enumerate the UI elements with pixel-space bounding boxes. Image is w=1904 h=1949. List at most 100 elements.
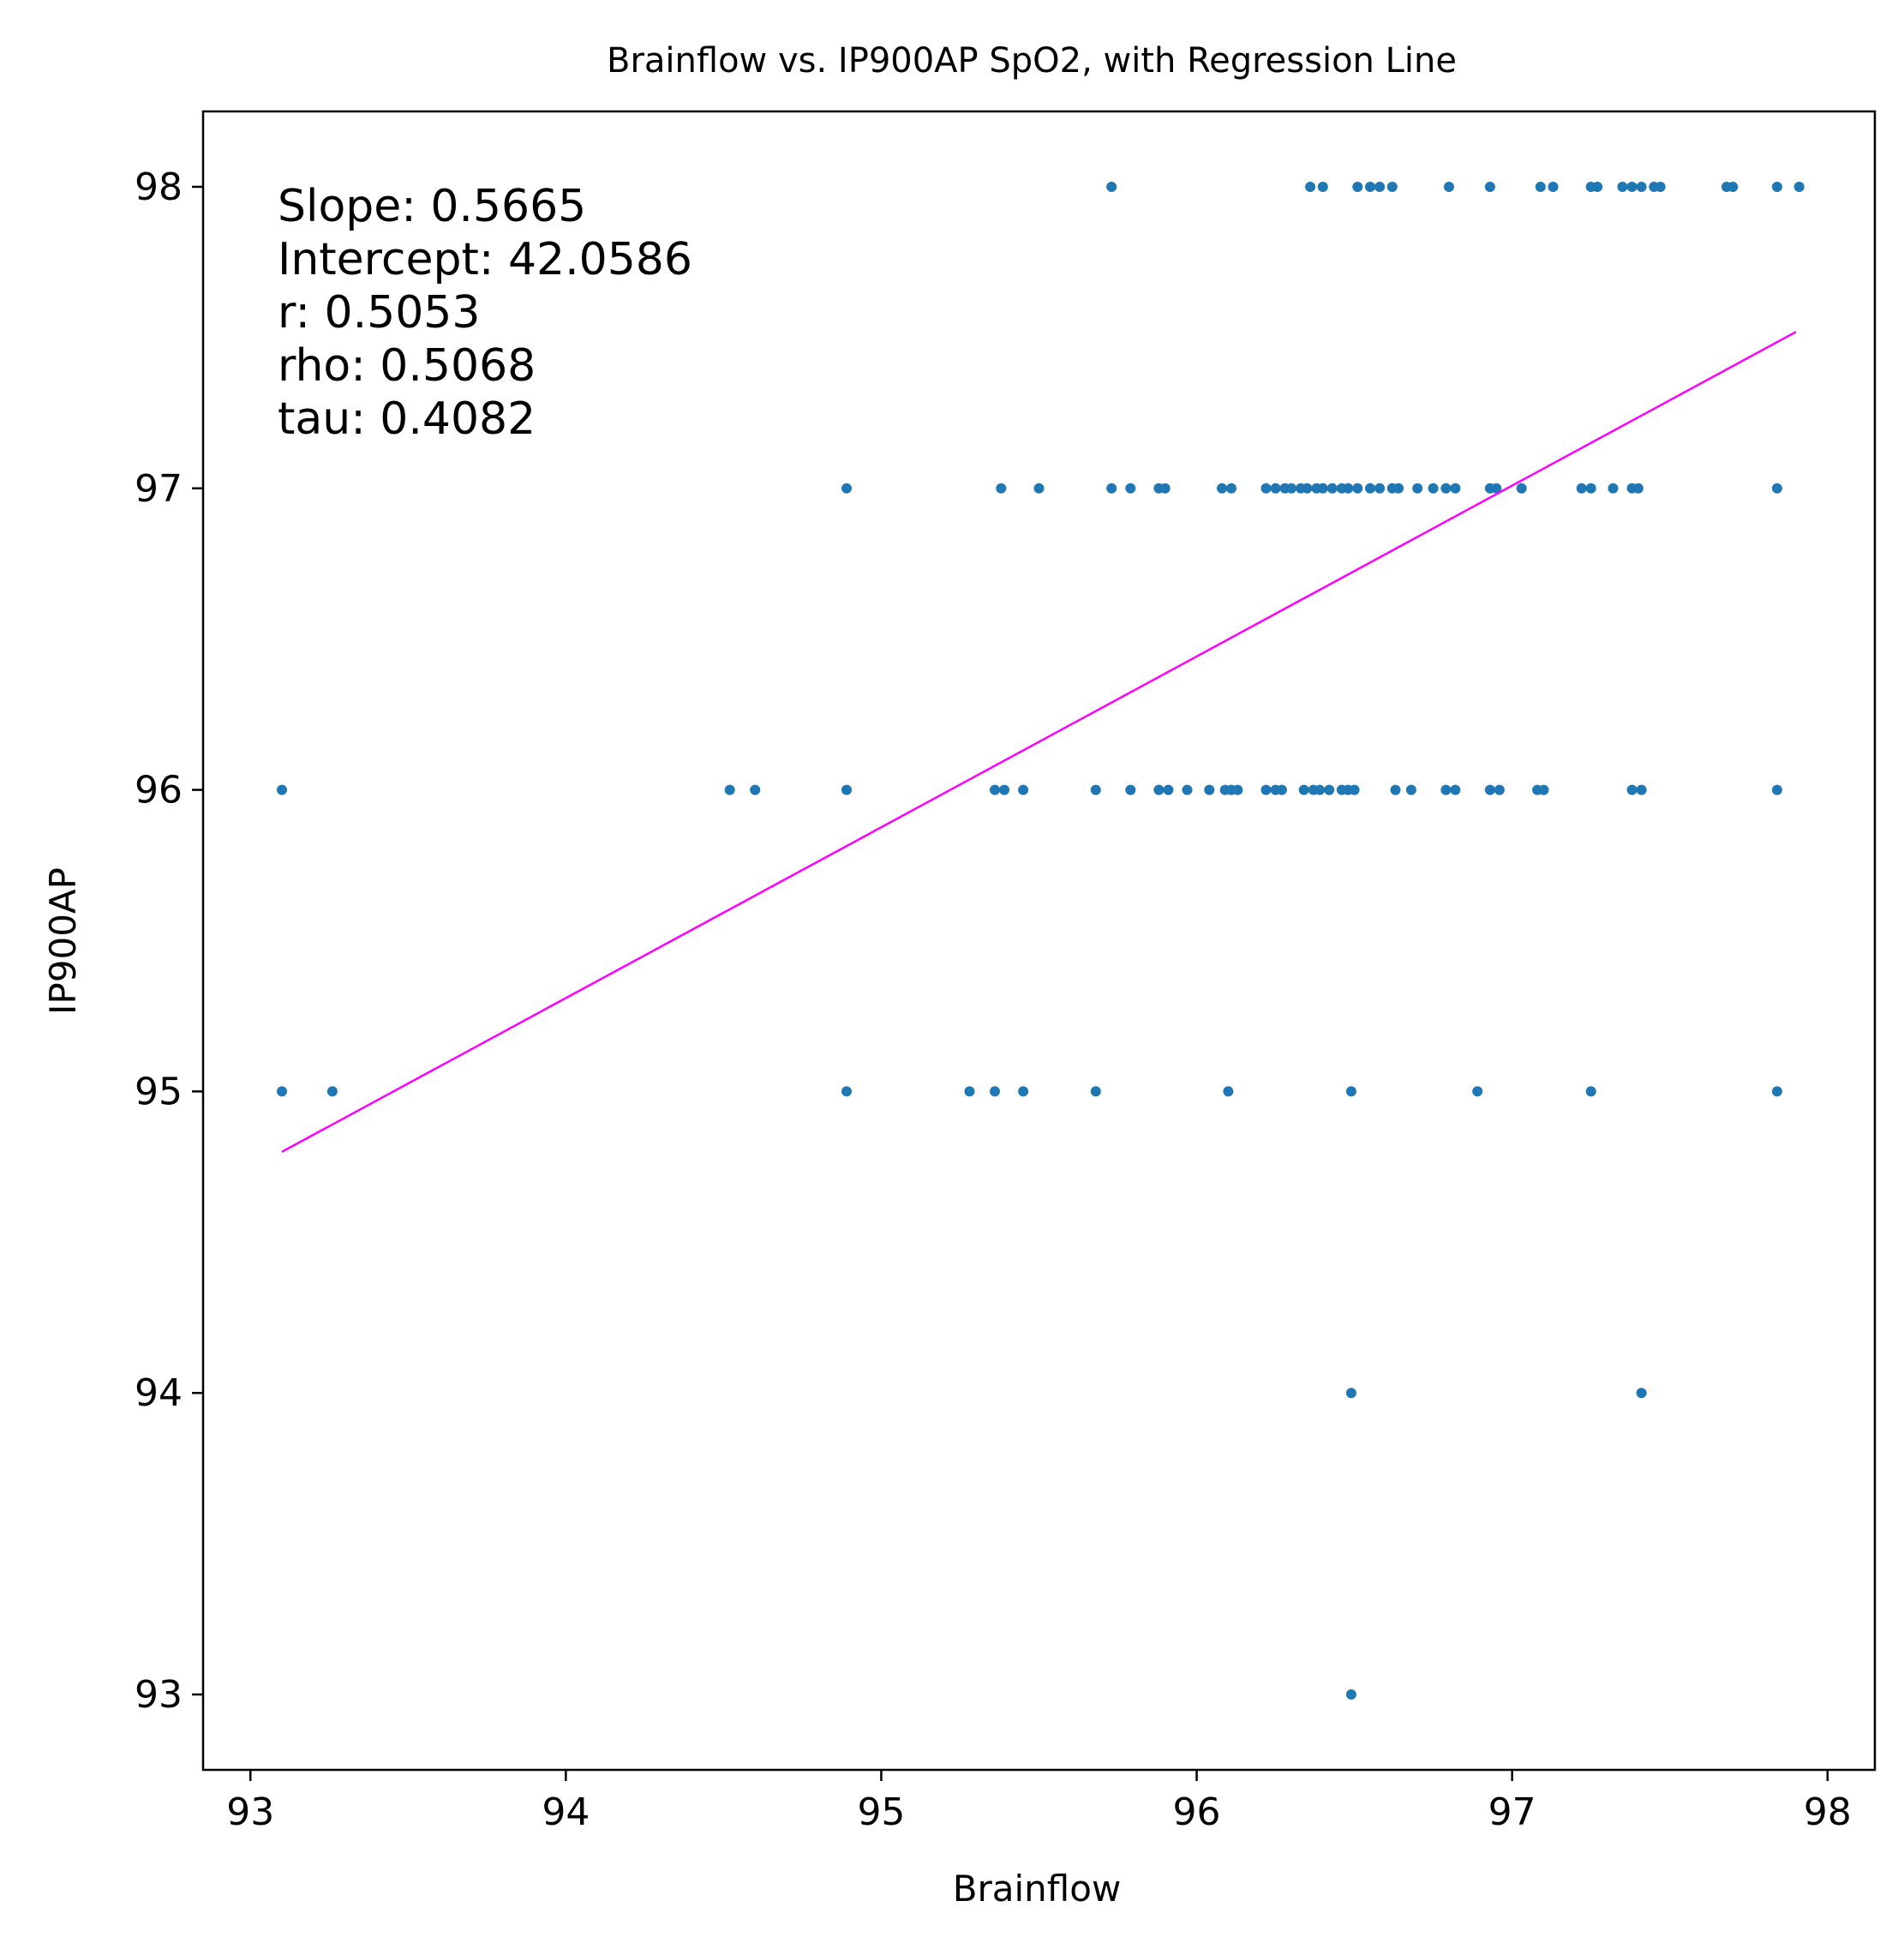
- data-point: [1636, 1388, 1647, 1399]
- data-point: [1450, 784, 1461, 795]
- data-point: [1270, 483, 1281, 494]
- data-point: [990, 784, 1000, 795]
- data-point: [1450, 483, 1461, 494]
- data-point: [990, 1086, 1000, 1097]
- data-point: [1345, 1086, 1356, 1097]
- data-point: [1592, 182, 1603, 192]
- data-point: [277, 1086, 287, 1097]
- data-point: [1444, 182, 1454, 192]
- data-point: [1153, 784, 1165, 795]
- data-point: [1585, 483, 1596, 494]
- plot-frame: [201, 110, 1877, 1772]
- data-point: [1232, 784, 1243, 795]
- data-point: [1298, 784, 1309, 795]
- data-point: [1771, 483, 1782, 494]
- data-point: [1217, 483, 1227, 494]
- chart-title: Brainflow vs. IP900AP SpO2, with Regress…: [607, 41, 1457, 81]
- x-tick-label: 96: [1173, 1790, 1221, 1834]
- data-point: [1626, 182, 1638, 192]
- data-point: [1727, 182, 1739, 192]
- data-point: [1655, 182, 1666, 192]
- data-point: [1226, 483, 1236, 494]
- data-point: [1317, 182, 1328, 192]
- data-point: [996, 483, 1007, 494]
- data-points: [277, 182, 1805, 1700]
- data-point: [724, 784, 735, 795]
- data-point: [1159, 483, 1171, 494]
- y-tick-label: 95: [135, 1070, 183, 1113]
- data-point: [1771, 182, 1782, 192]
- y-tick-label: 97: [135, 467, 183, 511]
- data-point: [1538, 784, 1549, 795]
- x-tick-label: 94: [542, 1790, 590, 1834]
- x-axis-ticks: 93 94 95 96 97 98: [226, 1770, 1852, 1834]
- y-axis-ticks: 93 94 95 96 97 98: [135, 165, 203, 1717]
- data-point: [1018, 784, 1029, 795]
- data-point: [1090, 784, 1101, 795]
- data-point: [1286, 483, 1296, 494]
- data-point: [1018, 1086, 1029, 1097]
- data-point: [1608, 483, 1619, 494]
- data-point: [1771, 784, 1782, 795]
- y-tick-label: 93: [135, 1673, 183, 1717]
- data-point: [841, 784, 852, 795]
- data-point: [1365, 182, 1375, 192]
- data-point: [1033, 483, 1045, 494]
- data-point: [1317, 483, 1328, 494]
- data-point: [1324, 784, 1335, 795]
- data-point: [1352, 483, 1363, 494]
- data-point: [1636, 182, 1647, 192]
- data-point: [1374, 483, 1386, 494]
- data-point: [1163, 784, 1174, 795]
- data-point: [326, 1086, 338, 1097]
- data-point: [1106, 483, 1117, 494]
- data-point: [1393, 483, 1404, 494]
- data-point: [1440, 483, 1452, 494]
- y-axis-label: IP900AP: [42, 867, 84, 1015]
- regression-line: [281, 331, 1797, 1153]
- data-point: [1535, 182, 1546, 192]
- data-point: [1223, 1086, 1234, 1097]
- data-point: [1793, 182, 1805, 192]
- data-point: [750, 784, 761, 795]
- stats-line: rho: 0.5068: [278, 340, 536, 392]
- data-point: [1305, 182, 1316, 192]
- data-point: [277, 784, 287, 795]
- data-point: [1585, 1086, 1596, 1097]
- data-point: [1636, 784, 1647, 795]
- data-point: [1349, 784, 1360, 795]
- data-point: [1771, 1086, 1782, 1097]
- data-point: [1472, 1086, 1483, 1097]
- stats-line: Slope: 0.5665: [278, 181, 586, 232]
- data-point: [1626, 784, 1638, 795]
- data-point: [1260, 483, 1272, 494]
- data-point: [1106, 182, 1117, 192]
- data-point: [1345, 1689, 1356, 1700]
- data-point: [1352, 182, 1363, 192]
- data-point: [841, 483, 852, 494]
- data-point: [1548, 182, 1559, 192]
- stats-line: Intercept: 42.0586: [278, 234, 692, 285]
- data-point: [1386, 182, 1398, 192]
- data-point: [1365, 483, 1375, 494]
- data-point: [1182, 784, 1193, 795]
- y-tick-label: 98: [135, 165, 183, 209]
- data-point: [1405, 784, 1416, 795]
- data-point: [1428, 483, 1439, 494]
- x-axis-label: Brainflow: [953, 1868, 1122, 1910]
- data-point: [841, 1086, 852, 1097]
- data-point: [1484, 784, 1495, 795]
- data-point: [1343, 483, 1354, 494]
- data-point: [1204, 784, 1215, 795]
- data-point: [1516, 483, 1527, 494]
- data-point: [1491, 483, 1502, 494]
- data-point: [1125, 483, 1136, 494]
- y-tick-label: 94: [135, 1371, 183, 1415]
- regression-layer: [281, 331, 1797, 1153]
- data-point: [1125, 784, 1136, 795]
- data-point: [1302, 483, 1313, 494]
